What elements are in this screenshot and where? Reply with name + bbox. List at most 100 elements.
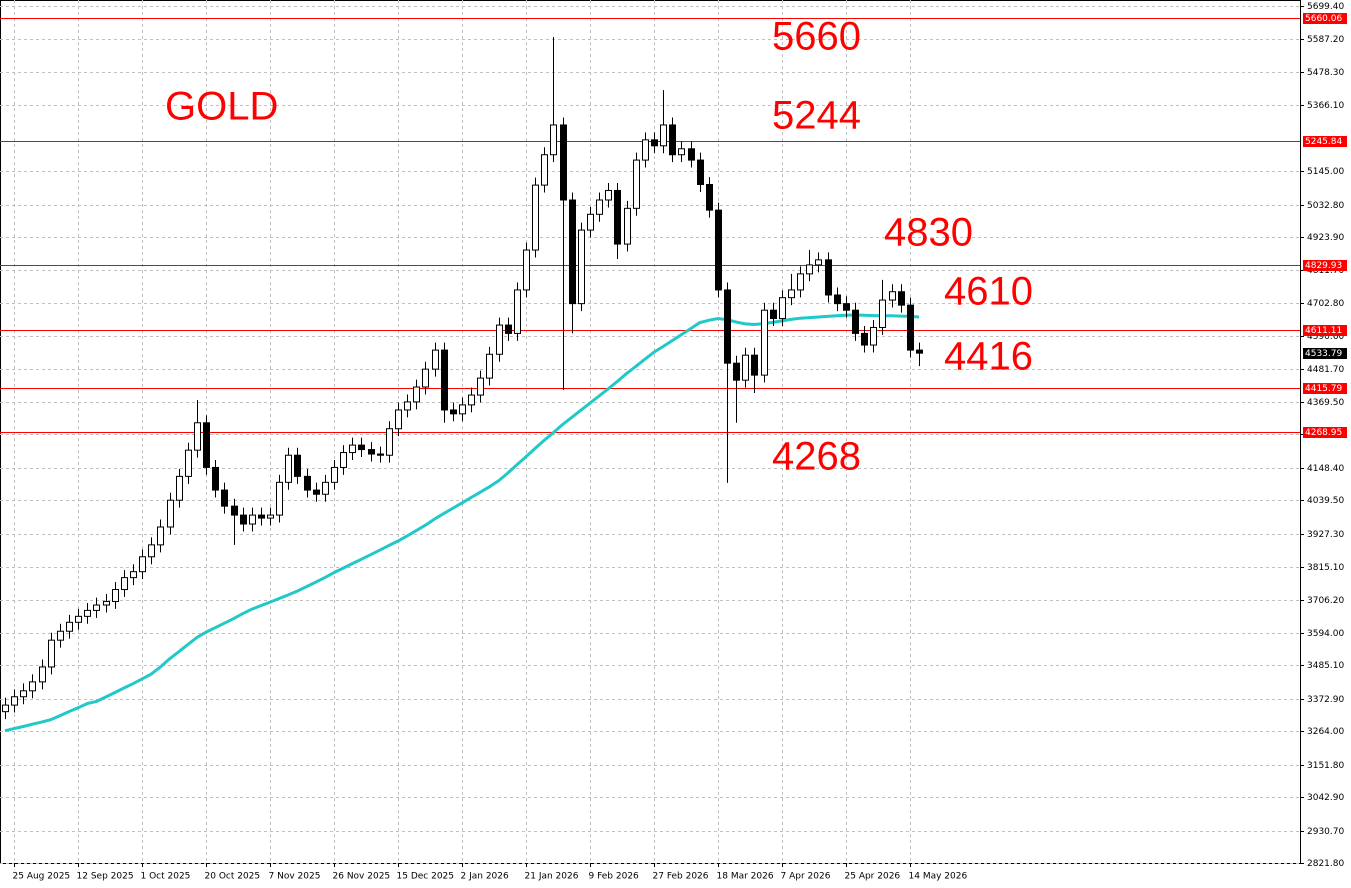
level-price-box [1303, 383, 1347, 394]
candle-body [715, 209, 722, 291]
candle-body [267, 514, 274, 519]
y-tick-label: 3594.00 [1307, 629, 1344, 639]
y-tick-label: 4702.80 [1307, 299, 1344, 309]
candle-body [751, 354, 758, 376]
x-tick-label: 1 Oct 2025 [141, 872, 191, 882]
candle-body [879, 299, 886, 328]
x-tick-label: 25 Apr 2026 [845, 872, 901, 882]
candle-body [825, 259, 832, 296]
candle-body [742, 354, 749, 381]
y-tick-label: 5032.80 [1307, 201, 1344, 211]
candle-body [240, 514, 247, 525]
candle-body [340, 452, 347, 468]
x-tick-label: 9 Feb 2026 [589, 872, 640, 882]
candle-body [669, 124, 676, 156]
level-price-box [1303, 325, 1347, 336]
candle-body [20, 690, 27, 698]
y-tick-label: 2930.70 [1307, 827, 1344, 837]
candle-body [11, 696, 18, 706]
candle-body [651, 139, 658, 147]
candle-body [733, 362, 740, 381]
y-tick-label: 3264.00 [1307, 727, 1344, 737]
candle-body [121, 577, 128, 591]
candle-body [386, 428, 393, 456]
candle-body [624, 207, 631, 245]
candle-body [231, 505, 238, 516]
candle-body [66, 621, 73, 632]
candle-body [852, 309, 859, 334]
candle-body [2, 704, 9, 713]
level-price-label: 4611.11 [1305, 326, 1342, 336]
candle-body [870, 326, 877, 346]
candle-body [560, 124, 567, 201]
candle-body [368, 449, 375, 455]
y-tick-label: 5478.30 [1307, 68, 1344, 78]
candle-body [614, 189, 621, 245]
y-tick-label: 4590.60 [1307, 332, 1344, 342]
candle-body [514, 289, 521, 334]
candle-body [505, 324, 512, 334]
candle-body [605, 189, 612, 201]
level-annotation: 4830 [884, 211, 973, 255]
y-tick-label: 3485.10 [1307, 661, 1344, 671]
candle-body [578, 229, 585, 305]
candle-body [249, 514, 256, 525]
candle-body [532, 184, 539, 251]
candle-body [75, 615, 82, 623]
level-annotation: 4268 [772, 435, 861, 479]
candle-body [103, 600, 110, 606]
candle-body [815, 259, 822, 266]
candle-body [486, 353, 493, 379]
level-price-label: 5245.84 [1305, 137, 1342, 147]
candle-body [377, 453, 384, 456]
candle-body [331, 466, 338, 483]
candle-body [139, 556, 146, 573]
candle-body [441, 349, 448, 411]
candle-body [779, 297, 786, 320]
candle-body [167, 499, 174, 528]
candle-body [322, 481, 329, 495]
candle-body [788, 289, 795, 299]
y-tick-label: 5699.40 [1307, 2, 1344, 12]
candle-body [596, 199, 603, 215]
x-tick-label: 18 Mar 2026 [717, 872, 774, 882]
candle-body [29, 681, 36, 692]
level-annotation: 5660 [772, 15, 861, 59]
x-tick-label: 21 Jan 2026 [525, 872, 579, 882]
candle-body [422, 368, 429, 388]
level-price-box [1303, 260, 1347, 271]
candle-body [203, 422, 210, 468]
candle-body [660, 124, 667, 147]
y-tick-label: 4481.70 [1307, 365, 1344, 375]
candle-body [697, 159, 704, 186]
candle-body [404, 401, 411, 411]
candle-body [349, 444, 356, 454]
candle-body [432, 349, 439, 370]
y-tick-label: 2821.80 [1307, 859, 1344, 869]
x-tick-label: 26 Nov 2025 [333, 872, 391, 882]
candle-body [285, 454, 292, 483]
candle-body [477, 377, 484, 396]
candle-body [194, 422, 201, 451]
candle-body [550, 124, 557, 156]
candle-body [395, 409, 402, 430]
y-tick-label: 4148.40 [1307, 464, 1344, 474]
candle-body [761, 309, 768, 376]
candle-body [148, 544, 155, 558]
candle-body [523, 249, 530, 291]
level-price-box [1303, 136, 1347, 147]
candle-body [93, 604, 100, 611]
candle-body [313, 489, 320, 495]
candle-body [48, 639, 55, 668]
candle-body [633, 159, 640, 209]
level-price-label: 4415.79 [1305, 384, 1342, 394]
level-price-label: 4829.93 [1305, 261, 1342, 271]
candle-body [916, 349, 923, 354]
y-tick-label: 5145.00 [1307, 167, 1344, 177]
x-tick-label: 12 Sep 2025 [77, 872, 134, 882]
candle-body [587, 213, 594, 231]
candle-body [496, 324, 503, 355]
x-tick-label: 15 Dec 2025 [397, 872, 455, 882]
x-tick-label: 7 Apr 2026 [781, 872, 831, 882]
